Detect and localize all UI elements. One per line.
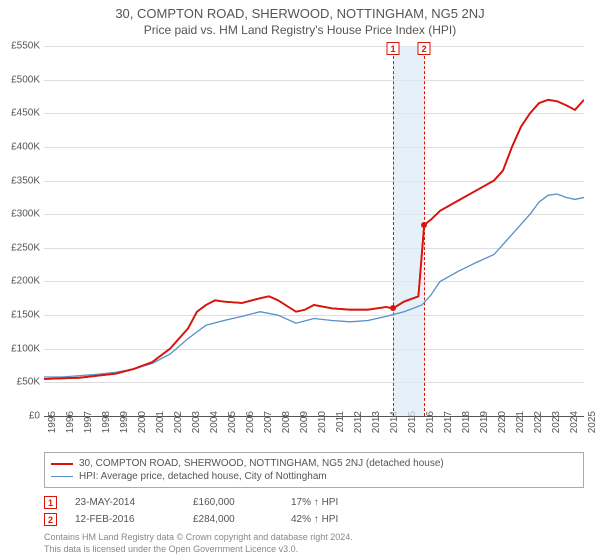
y-axis-label: £400K bbox=[0, 141, 40, 152]
series-line-price_paid bbox=[44, 100, 584, 379]
title-block: 30, COMPTON ROAD, SHERWOOD, NOTTINGHAM, … bbox=[0, 0, 600, 37]
event-date: 12-FEB-2016 bbox=[75, 514, 175, 525]
footer-attribution: Contains HM Land Registry data © Crown c… bbox=[44, 532, 584, 555]
series-line-price-paid-top bbox=[44, 100, 584, 379]
event-price: £160,000 bbox=[193, 497, 273, 508]
event-number-box: 2 bbox=[44, 513, 57, 526]
event-price: £284,000 bbox=[193, 514, 273, 525]
footer-line-1: Contains HM Land Registry data © Crown c… bbox=[44, 532, 584, 544]
legend-row: HPI: Average price, detached house, City… bbox=[51, 470, 577, 483]
sale-point-icon bbox=[390, 305, 396, 311]
x-axis-label: 2025 bbox=[587, 411, 598, 433]
sale-point-icon bbox=[421, 222, 427, 228]
root: 30, COMPTON ROAD, SHERWOOD, NOTTINGHAM, … bbox=[0, 0, 600, 560]
legend-row: 30, COMPTON ROAD, SHERWOOD, NOTTINGHAM, … bbox=[51, 457, 577, 470]
y-axis-label: £200K bbox=[0, 276, 40, 287]
y-axis-label: £450K bbox=[0, 108, 40, 119]
events-table: 1 23-MAY-2014 £160,000 17% ↑ HPI 2 12-FEB-201… bbox=[44, 494, 584, 528]
legend-swatch-icon bbox=[51, 463, 73, 465]
page-subtitle: Price paid vs. HM Land Registry's House … bbox=[0, 23, 600, 37]
series-line-hpi bbox=[44, 194, 584, 377]
legend-swatch-icon bbox=[51, 476, 73, 477]
event-row: 1 23-MAY-2014 £160,000 17% ↑ HPI bbox=[44, 494, 584, 511]
legend-label: HPI: Average price, detached house, City… bbox=[79, 471, 327, 482]
event-pct: 42% ↑ HPI bbox=[291, 514, 338, 525]
y-axis-label: £350K bbox=[0, 175, 40, 186]
chart-plot-area: £0£50K£100K£150K£200K£250K£300K£350K£400… bbox=[44, 46, 584, 416]
legend-label: 30, COMPTON ROAD, SHERWOOD, NOTTINGHAM, … bbox=[79, 458, 444, 469]
event-pct: 17% ↑ HPI bbox=[291, 497, 338, 508]
y-axis-label: £150K bbox=[0, 310, 40, 321]
y-axis-label: £250K bbox=[0, 242, 40, 253]
legend-box: 30, COMPTON ROAD, SHERWOOD, NOTTINGHAM, … bbox=[44, 452, 584, 488]
y-axis-label: £500K bbox=[0, 74, 40, 85]
event-number-box: 1 bbox=[44, 496, 57, 509]
footer-line-2: This data is licensed under the Open Gov… bbox=[44, 544, 584, 556]
y-axis-label: £50K bbox=[0, 377, 40, 388]
y-axis-label: £550K bbox=[0, 41, 40, 52]
y-axis-label: £100K bbox=[0, 343, 40, 354]
series-svg bbox=[44, 46, 584, 416]
y-axis-label: £0 bbox=[0, 411, 40, 422]
event-row: 2 12-FEB-2016 £284,000 42% ↑ HPI bbox=[44, 511, 584, 528]
y-axis-label: £300K bbox=[0, 209, 40, 220]
event-date: 23-MAY-2014 bbox=[75, 497, 175, 508]
page-title: 30, COMPTON ROAD, SHERWOOD, NOTTINGHAM, … bbox=[0, 6, 600, 21]
